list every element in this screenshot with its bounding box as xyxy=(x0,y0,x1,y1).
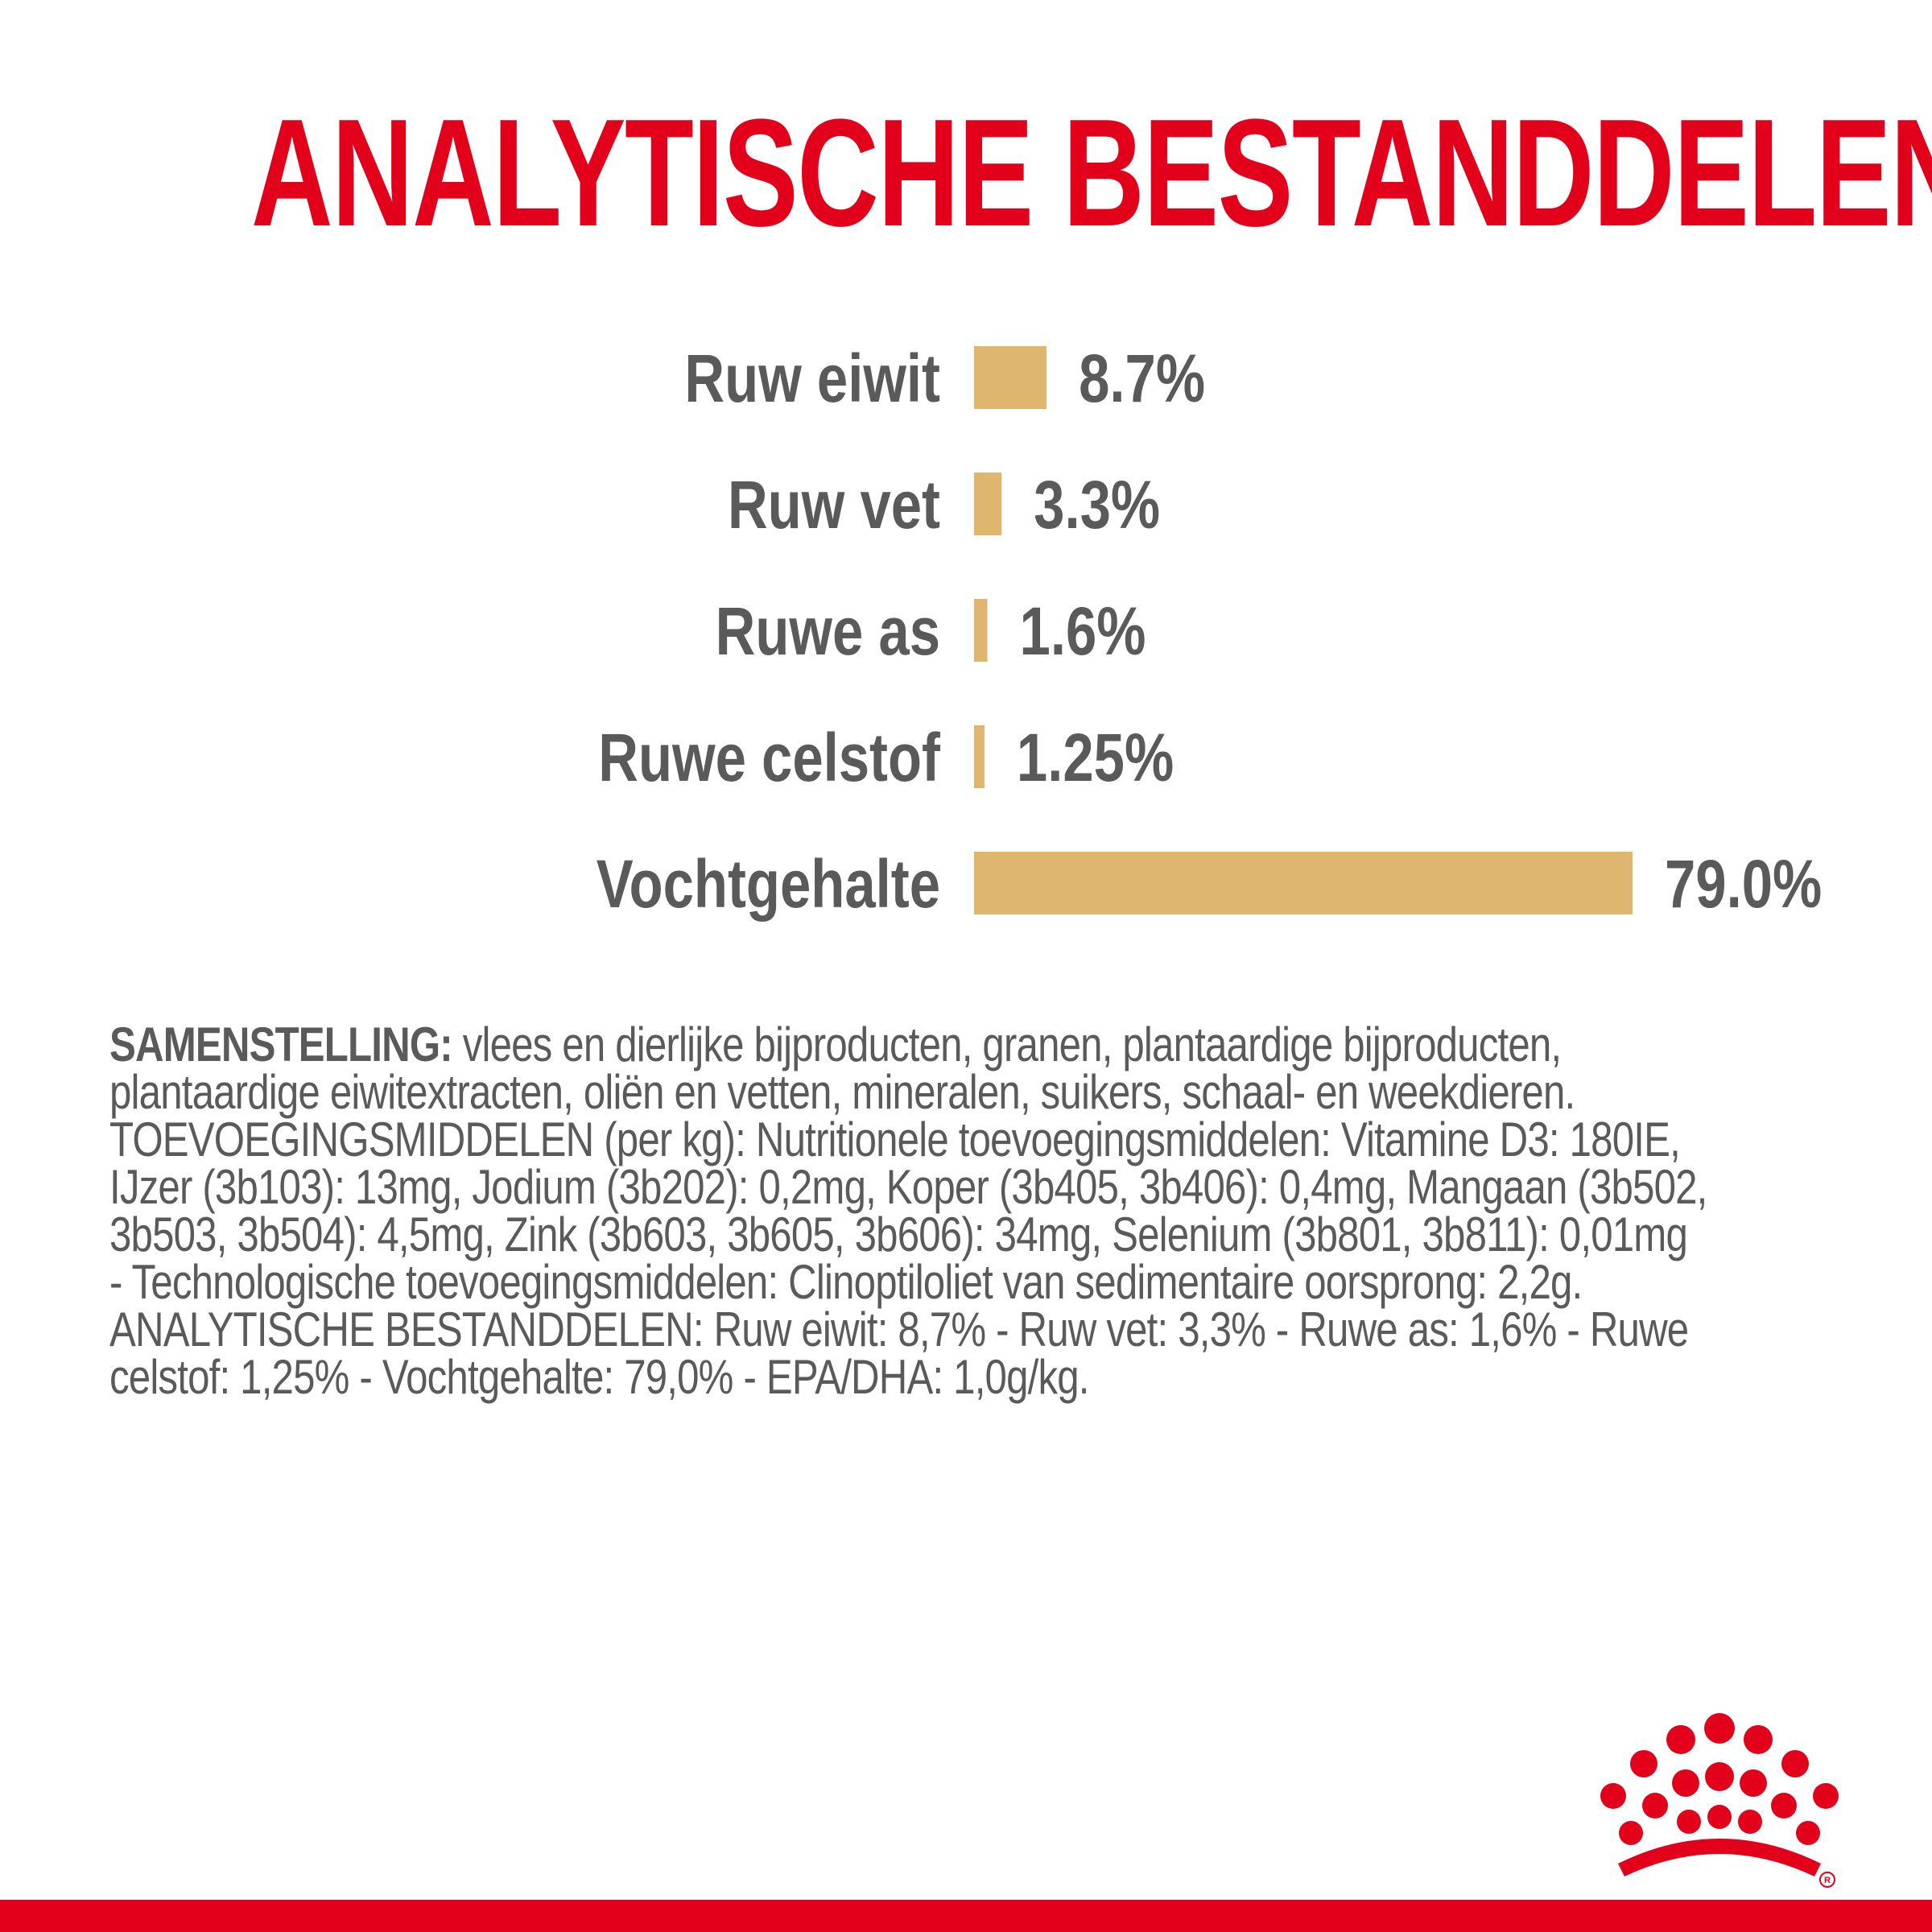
value-label: 1.6% xyxy=(1020,594,1146,670)
crown-logo-icon: R xyxy=(1600,1713,1839,1888)
category-label: Ruw eiwit xyxy=(684,341,940,417)
bar xyxy=(974,725,985,788)
bar xyxy=(974,599,988,662)
composition-line-5: - Technologische toevoegingsmiddelen: Cl… xyxy=(109,1255,1583,1309)
composition-lead: SAMENSTELLING: xyxy=(109,1018,453,1071)
bottom-brand-bar xyxy=(0,1900,1932,1932)
category-label: Vochtgehalte xyxy=(597,847,940,923)
category-label: Ruwe as xyxy=(716,594,940,670)
svg-text:R: R xyxy=(1824,1876,1831,1885)
composition-line-6: ANALYTISCHE BESTANDDELEN: Ruw eiwit: 8,7… xyxy=(109,1302,1689,1356)
bar xyxy=(974,346,1047,409)
value-label: 1.25% xyxy=(1017,720,1174,796)
nutrient-bar-chart: Ruw eiwit 8.7% Ruw vet 3.3% Ruwe as 1.6% Ruwe … xyxy=(597,341,1823,923)
value-label: 3.3% xyxy=(1034,468,1160,543)
value-label: 8.7% xyxy=(1079,341,1205,417)
composition-line-2: TOEVOEGINGSMIDDELEN (per kg): Nutritione… xyxy=(109,1113,1681,1166)
composition-line-0-text: vlees en dierlijke bijproducten, granen,… xyxy=(452,1018,1562,1071)
bar xyxy=(974,852,1633,914)
composition-line-7: celstof: 1,25% - Vochtgehalte: 79,0% - E… xyxy=(109,1350,1089,1404)
composition-line-0: SAMENSTELLING: vlees en dierlijke bijpro… xyxy=(109,1018,1562,1071)
composition-line-4: 3b503, 3b504): 4,5mg, Zink (3b603, 3b605… xyxy=(109,1208,1688,1261)
composition-text: SAMENSTELLING: vlees en dierlijke bijpro… xyxy=(109,1018,1864,1404)
category-label: Ruwe celstof xyxy=(598,720,940,796)
bar xyxy=(974,473,1002,535)
composition-line-3: IJzer (3b103): 13mg, Jodium (3b202): 0,2… xyxy=(109,1160,1707,1214)
page-title: ANALYTISCHE BESTANDDELEN xyxy=(251,88,1932,258)
value-label: 79.0% xyxy=(1665,847,1822,923)
composition-line-1: plantaardige eiwitextracten, oliën en ve… xyxy=(109,1065,1575,1119)
category-label: Ruw vet xyxy=(728,468,940,543)
